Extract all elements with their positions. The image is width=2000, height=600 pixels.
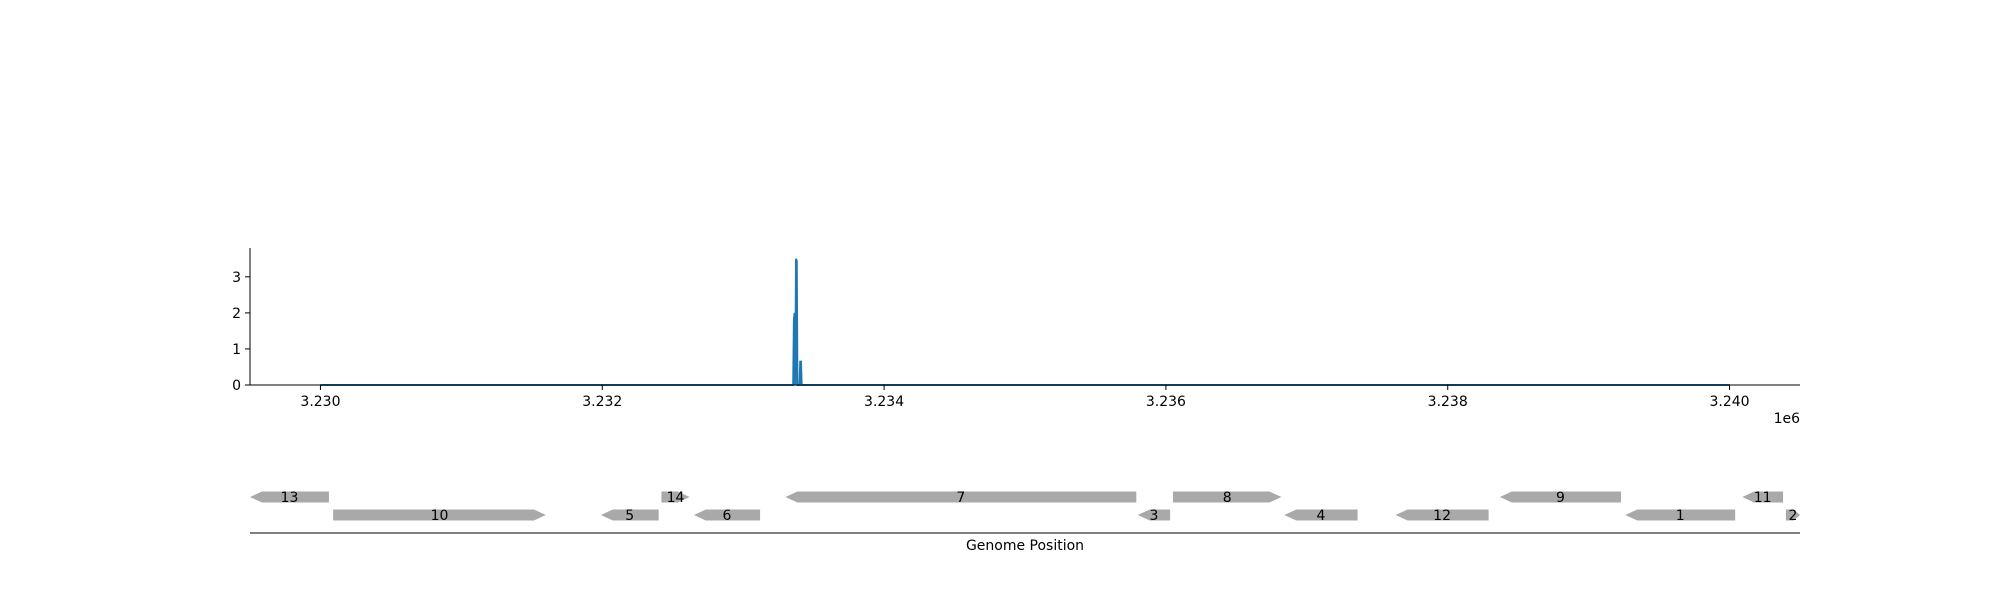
y-tick-label: 3: [232, 270, 241, 286]
gene-arrow: [785, 491, 1137, 503]
gene-arrow: [1625, 509, 1736, 521]
coverage-series: [320, 258, 1730, 386]
gene-arrow: [1172, 491, 1282, 503]
gene-label: 7: [956, 490, 965, 506]
gene-arrow: [693, 509, 761, 521]
x-tick-label: 3.238: [1428, 394, 1468, 410]
y-tick-label: 2: [232, 306, 241, 322]
gene-arrow: [1395, 509, 1489, 521]
gene-label: 4: [1316, 508, 1325, 524]
gene-label: 8: [1223, 490, 1232, 506]
x-tick-label: 3.240: [1709, 394, 1749, 410]
x-axis-title: Genome Position: [966, 538, 1084, 554]
y-axis-ticks: 0 1 2 3: [232, 270, 250, 394]
gene-label: 2: [1788, 508, 1797, 524]
x-tick-label: 3.230: [300, 394, 340, 410]
gene-arrow: [333, 509, 546, 521]
x-tick-label: 3.234: [864, 394, 904, 410]
gene-label: 3: [1149, 508, 1158, 524]
gene-label: 14: [667, 490, 685, 506]
gene-label: 12: [1433, 508, 1451, 524]
coverage-line: [320, 258, 1730, 386]
gene-label: 6: [723, 508, 732, 524]
gene-label: 9: [1556, 490, 1565, 506]
gene-label: 1: [1676, 508, 1685, 524]
gene-label: 5: [625, 508, 634, 524]
gene-arrow: [1499, 491, 1622, 503]
gene-arrow: [250, 491, 329, 503]
x-axis-ticks: 3.230 3.232 3.234 3.236 3.238 3.240: [300, 385, 1750, 410]
gene-label: 11: [1754, 490, 1772, 506]
gene-arrow: [1137, 509, 1171, 521]
y-tick-label: 0: [232, 378, 241, 394]
gene-arrow: [1742, 491, 1784, 503]
x-tick-label: 3.232: [582, 394, 622, 410]
x-tick-label: 3.236: [1146, 394, 1186, 410]
gene-arrow: [600, 509, 659, 521]
gene-label: 13: [281, 490, 299, 506]
gene-arrow: [1284, 509, 1358, 521]
gene-label: 10: [431, 508, 449, 524]
gene-arrow: [661, 491, 690, 503]
x-axis-offset-label: 1e6: [1774, 411, 1801, 427]
y-tick-label: 1: [232, 342, 241, 358]
coverage-plot: 3.230 3.232 3.234 3.236 3.238 3.240 0 1 2 3 1e6: [232, 248, 1800, 427]
gene-arrow: [1785, 509, 1800, 521]
